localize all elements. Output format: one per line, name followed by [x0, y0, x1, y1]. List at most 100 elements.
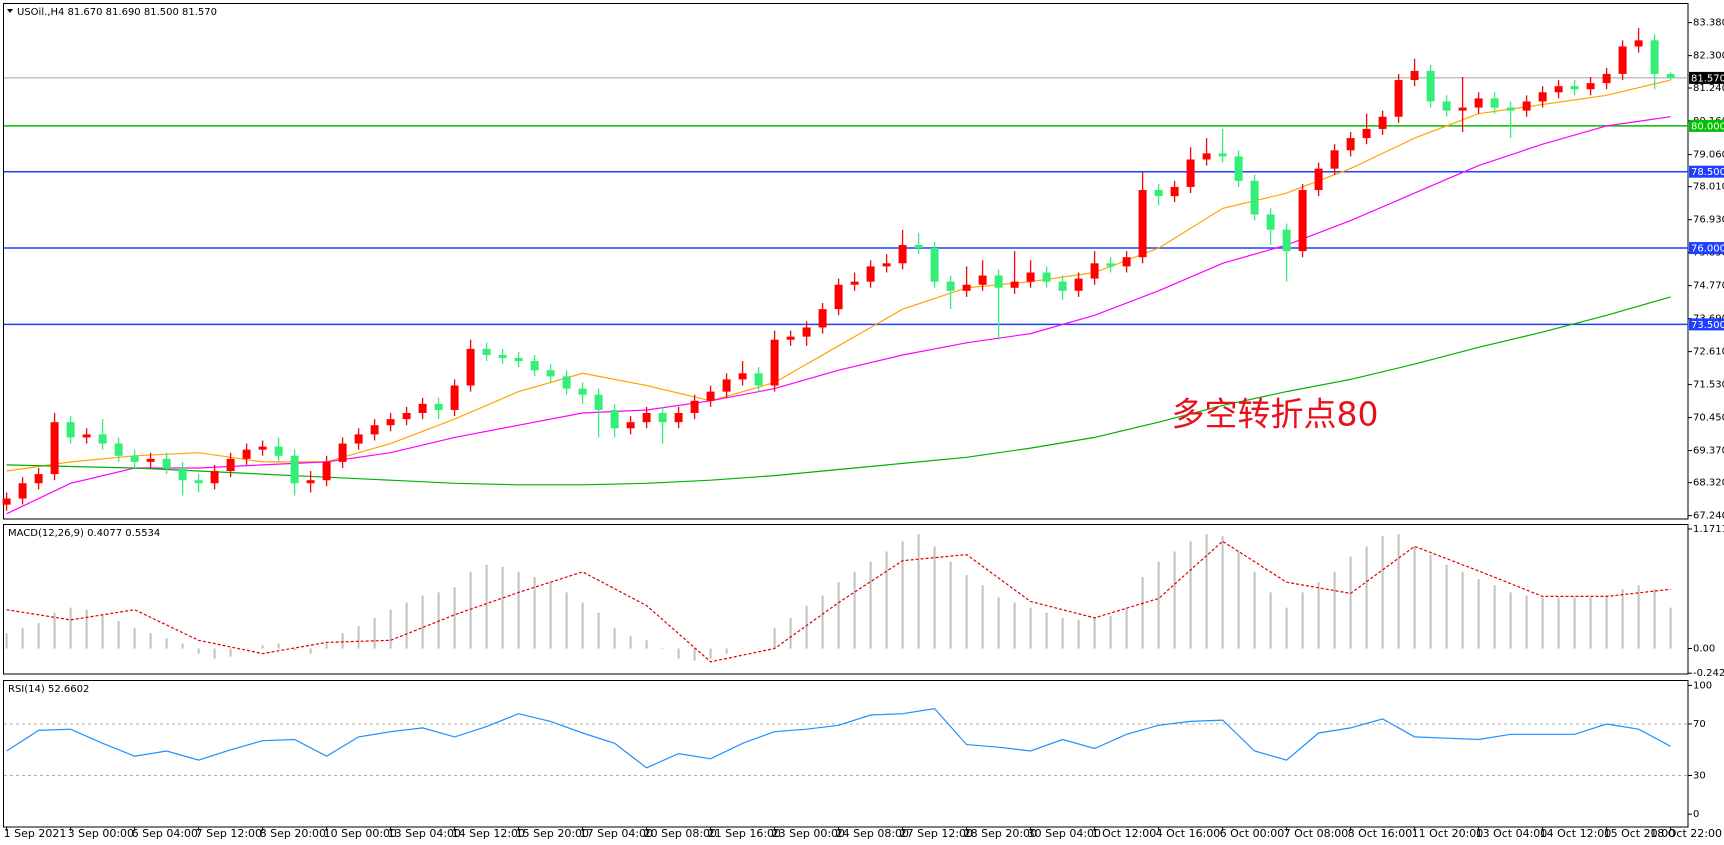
moving-average: [6, 116, 1671, 515]
candle-body: [962, 284, 971, 291]
macd-bar: [1397, 534, 1400, 649]
candle-body: [1506, 107, 1515, 111]
macd-bar: [1141, 577, 1144, 649]
macd-bar: [1637, 585, 1640, 649]
macd-bar: [485, 564, 488, 649]
candle-body: [1330, 150, 1339, 169]
x-tick-label: 8 Sep 20:00: [260, 827, 326, 840]
macd-bar: [917, 534, 920, 649]
candle-body: [754, 373, 763, 386]
candle-body: [1010, 281, 1019, 288]
candle-body: [498, 354, 507, 359]
macd-bar: [629, 636, 632, 649]
candle-body: [1170, 186, 1179, 197]
candle-body: [1074, 278, 1083, 291]
candle-body: [1426, 70, 1435, 102]
macd-bar: [1349, 556, 1352, 649]
macd-bar: [261, 645, 264, 649]
y-tick-label: 1.1711: [1693, 524, 1724, 535]
candle-body: [1522, 101, 1531, 111]
candle-body: [1586, 83, 1595, 90]
y-tick-label: 0: [1693, 809, 1699, 820]
y-tick-label: 82.300: [1693, 51, 1724, 62]
macd-bar: [1429, 554, 1432, 649]
x-tick-label: 30 Sep 04:00: [1028, 827, 1101, 840]
macd-bar: [501, 566, 504, 649]
x-tick-label: 4 Oct 16:00: [1156, 827, 1221, 840]
candle-body: [450, 385, 459, 410]
macd-bar: [1189, 541, 1192, 649]
annotation: 多空转折点80: [1172, 395, 1379, 434]
candle-body: [402, 413, 411, 420]
y-tick-label: 0.00: [1693, 643, 1715, 654]
candle-body: [978, 275, 987, 285]
macd-bar: [677, 648, 680, 659]
y-tick-label: 70: [1693, 719, 1706, 730]
candle-body: [1250, 180, 1259, 215]
macd-bar: [469, 571, 472, 649]
y-tick-label: 76.930: [1693, 215, 1724, 226]
moving-average: [6, 79, 1671, 472]
macd-bar: [1301, 592, 1304, 649]
candle-body: [1026, 272, 1035, 282]
candle-body: [274, 446, 283, 456]
candle-body: [898, 245, 907, 264]
macd-bar: [1093, 617, 1096, 649]
macd-bar: [1157, 561, 1160, 649]
y-tick-label: 72.610: [1693, 347, 1724, 358]
macd-bar: [533, 577, 536, 649]
level-label: 76.000: [1691, 244, 1724, 255]
y-tick-label: 30: [1693, 771, 1706, 782]
macd-bar: [549, 582, 552, 649]
candle-body: [850, 281, 859, 285]
level-label: 73.500: [1691, 320, 1724, 331]
level-label-box: [1689, 119, 1724, 132]
candle-body: [1490, 98, 1499, 108]
candle-body: [882, 263, 891, 267]
price-panel: [3, 3, 1689, 520]
macd-bar: [149, 633, 152, 649]
macd-bar: [933, 546, 936, 649]
candle-body: [1538, 92, 1547, 102]
macd-bar: [1477, 579, 1480, 649]
macd-bar: [1509, 592, 1512, 649]
candle-body: [146, 458, 155, 462]
candle-body: [1650, 40, 1659, 74]
macd-bar: [1669, 607, 1672, 649]
candle-body: [178, 467, 187, 481]
macd-bar: [309, 648, 312, 654]
macd-bar: [437, 592, 440, 649]
macd-bar: [597, 612, 600, 649]
macd-bar: [133, 628, 136, 649]
x-tick-label: 14 Sep 12:00: [452, 827, 525, 840]
macd-bar: [645, 640, 648, 649]
y-tick-label: 69.370: [1693, 446, 1724, 457]
macd-bar: [1621, 589, 1624, 649]
symbol-menu-icon[interactable]: [7, 9, 13, 13]
x-tick-label: 7 Sep 12:00: [196, 827, 262, 840]
macd-bar: [421, 595, 424, 649]
y-tick-label: 83.380: [1693, 18, 1724, 29]
candle-body: [562, 376, 571, 389]
macd-bar: [1237, 551, 1240, 649]
candle-body: [242, 449, 251, 459]
candle-body: [290, 455, 299, 484]
macd-bar: [1013, 602, 1016, 649]
macd-bar: [101, 614, 104, 649]
macd-bar: [613, 628, 616, 649]
candle-body: [834, 284, 843, 310]
y-tick-label: 71.530: [1693, 380, 1724, 391]
macd-bar: [693, 648, 696, 661]
macd-bar: [165, 638, 168, 649]
candle-body: [738, 373, 747, 380]
x-tick-label: 28 Sep 20:00: [964, 827, 1037, 840]
candle-body: [1378, 116, 1387, 129]
macd-bar: [1653, 589, 1656, 649]
candle-body: [18, 483, 27, 499]
candle-body: [226, 458, 235, 472]
rsi-line: [6, 707, 1671, 769]
macd-bar: [1269, 592, 1272, 649]
x-tick-label: 11 Oct 20:00: [1412, 827, 1484, 840]
candle-body: [1554, 86, 1563, 93]
